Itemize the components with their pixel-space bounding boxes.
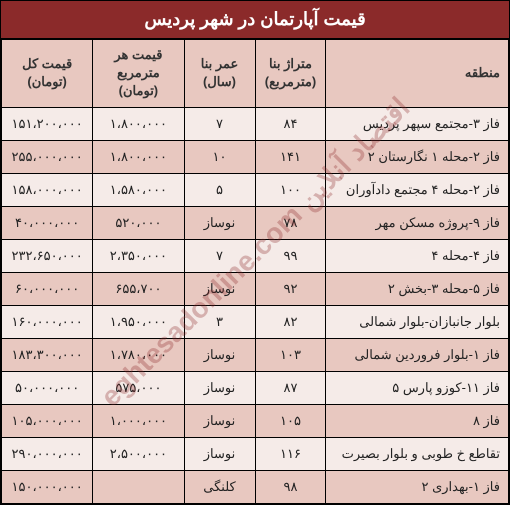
header-age: عمر بنا(سال) bbox=[184, 40, 255, 108]
cell-total: ۲۳۲،۶۵۰،۰۰۰ bbox=[2, 239, 93, 272]
cell-region: فاز ۴-محله ۴ bbox=[326, 239, 509, 272]
header-region: منطقه bbox=[326, 40, 509, 108]
table-body: فاز ۳-مجتمع سپهر پردیس۸۴۷۱،۸۰۰،۰۰۰۱۵۱،۲۰… bbox=[2, 107, 509, 503]
table-row: تقاطع خ طوبی و بلوار بصیرت۱۱۶نوساز۲،۵۰۰،… bbox=[2, 437, 509, 470]
cell-age: ۳ bbox=[184, 305, 255, 338]
cell-region: فاز ۱۱-کوزو پارس ۵ bbox=[326, 371, 509, 404]
cell-region: بلوار جانبازان-بلوار شمالی bbox=[326, 305, 509, 338]
table-row: فاز ۱-بهداری ۲۹۸کلنگی ۱۵۰،۰۰۰،۰۰۰ bbox=[2, 470, 509, 503]
cell-area: ۱۰۳ bbox=[255, 338, 326, 371]
table-row: فاز ۹-پروژه مسکن مهر۷۸نوساز۵۲۰،۰۰۰۴۰،۰۰۰… bbox=[2, 206, 509, 239]
table-title: قیمت آپارتمان در شهر پردیس bbox=[1, 1, 509, 39]
header-ppsm: قیمت هر مترمربع(تومان) bbox=[93, 40, 184, 108]
cell-region: فاز ۱-بهداری ۲ bbox=[326, 470, 509, 503]
cell-region: فاز ۵-محله ۳-بخش ۲ bbox=[326, 272, 509, 305]
cell-area: ۱۰۵ bbox=[255, 404, 326, 437]
cell-region: فاز ۱-بلوار فروردین شمالی bbox=[326, 338, 509, 371]
cell-age: ۷ bbox=[184, 107, 255, 140]
cell-ppsm: ۱،۰۰۰،۰۰۰ bbox=[93, 404, 184, 437]
cell-ppsm bbox=[93, 470, 184, 503]
cell-total: ۱۵۱،۲۰۰،۰۰۰ bbox=[2, 107, 93, 140]
table-row: فاز ۸۱۰۵نوساز۱،۰۰۰،۰۰۰۱۰۵،۰۰۰،۰۰۰ bbox=[2, 404, 509, 437]
table-row: فاز ۲-محله ۴ مجتمع دادآوران۱۰۰۵۱،۵۸۰،۰۰۰… bbox=[2, 173, 509, 206]
cell-region: فاز ۲-محله ۴ مجتمع دادآوران bbox=[326, 173, 509, 206]
cell-area: ۸۴ bbox=[255, 107, 326, 140]
cell-total: ۶۰،۰۰۰،۰۰۰ bbox=[2, 272, 93, 305]
cell-area: ۸۲ bbox=[255, 305, 326, 338]
cell-age: کلنگی bbox=[184, 470, 255, 503]
cell-age: نوساز bbox=[184, 371, 255, 404]
cell-ppsm: ۲،۳۵۰،۰۰۰ bbox=[93, 239, 184, 272]
cell-area: ۹۲ bbox=[255, 272, 326, 305]
cell-ppsm: ۱،۵۸۰،۰۰۰ bbox=[93, 173, 184, 206]
table-row: فاز ۴-محله ۴۹۹۷۲،۳۵۰،۰۰۰۲۳۲،۶۵۰،۰۰۰ bbox=[2, 239, 509, 272]
table-row: فاز ۱۱-کوزو پارس ۵۸۷نوساز۵۷۵،۰۰۰۵۰،۰۰۰،۰… bbox=[2, 371, 509, 404]
header-row: منطقه متراژ بنا(مترمربع) عمر بنا(سال) قی… bbox=[2, 40, 509, 108]
cell-region: تقاطع خ طوبی و بلوار بصیرت bbox=[326, 437, 509, 470]
price-table: منطقه متراژ بنا(مترمربع) عمر بنا(سال) قی… bbox=[1, 39, 509, 504]
table-row: فاز ۵-محله ۳-بخش ۲۹۲نوساز۶۵۵،۷۰۰۶۰،۰۰۰،۰… bbox=[2, 272, 509, 305]
cell-ppsm: ۱،۹۵۰،۰۰۰ bbox=[93, 305, 184, 338]
cell-age: نوساز bbox=[184, 404, 255, 437]
cell-total: ۱۵۰،۰۰۰،۰۰۰ bbox=[2, 470, 93, 503]
cell-total: ۲۹۰،۰۰۰،۰۰۰ bbox=[2, 437, 93, 470]
cell-total: ۱۸۳،۳۰۰،۰۰۰ bbox=[2, 338, 93, 371]
cell-region: فاز ۳-مجتمع سپهر پردیس bbox=[326, 107, 509, 140]
cell-age: نوساز bbox=[184, 272, 255, 305]
cell-ppsm: ۱،۸۰۰،۰۰۰ bbox=[93, 107, 184, 140]
cell-total: ۱۰۵،۰۰۰،۰۰۰ bbox=[2, 404, 93, 437]
cell-ppsm: ۱،۷۸۰،۰۰۰ bbox=[93, 338, 184, 371]
cell-total: ۱۵۸،۰۰۰،۰۰۰ bbox=[2, 173, 93, 206]
cell-area: ۷۸ bbox=[255, 206, 326, 239]
cell-area: ۱۱۶ bbox=[255, 437, 326, 470]
table-row: فاز ۱-بلوار فروردین شمالی۱۰۳نوساز۱،۷۸۰،۰… bbox=[2, 338, 509, 371]
cell-area: ۸۷ bbox=[255, 371, 326, 404]
header-area: متراژ بنا(مترمربع) bbox=[255, 40, 326, 108]
cell-age: ۱۰ bbox=[184, 140, 255, 173]
cell-age: ۵ bbox=[184, 173, 255, 206]
cell-age: نوساز bbox=[184, 437, 255, 470]
cell-area: ۹۹ bbox=[255, 239, 326, 272]
cell-area: ۱۴۱ bbox=[255, 140, 326, 173]
cell-ppsm: ۶۵۵،۷۰۰ bbox=[93, 272, 184, 305]
table-row: بلوار جانبازان-بلوار شمالی۸۲۳۱،۹۵۰،۰۰۰۱۶… bbox=[2, 305, 509, 338]
cell-region: فاز ۸ bbox=[326, 404, 509, 437]
cell-region: فاز ۲-محله ۱ نگارستان ۲ bbox=[326, 140, 509, 173]
cell-region: فاز ۹-پروژه مسکن مهر bbox=[326, 206, 509, 239]
table-row: فاز ۲-محله ۱ نگارستان ۲۱۴۱۱۰۱،۸۰۰،۰۰۰۲۵۵… bbox=[2, 140, 509, 173]
cell-total: ۱۶۰،۰۰۰،۰۰۰ bbox=[2, 305, 93, 338]
cell-ppsm: ۵۷۵،۰۰۰ bbox=[93, 371, 184, 404]
cell-total: ۲۵۵،۰۰۰،۰۰۰ bbox=[2, 140, 93, 173]
cell-area: ۱۰۰ bbox=[255, 173, 326, 206]
cell-age: نوساز bbox=[184, 206, 255, 239]
cell-total: ۴۰،۰۰۰،۰۰۰ bbox=[2, 206, 93, 239]
cell-area: ۹۸ bbox=[255, 470, 326, 503]
cell-age: ۷ bbox=[184, 239, 255, 272]
cell-ppsm: ۱،۸۰۰،۰۰۰ bbox=[93, 140, 184, 173]
header-total: قیمت کل (تومان) bbox=[2, 40, 93, 108]
price-table-container: قیمت آپارتمان در شهر پردیس منطقه متراژ ب… bbox=[0, 0, 510, 505]
cell-total: ۵۰،۰۰۰،۰۰۰ bbox=[2, 371, 93, 404]
cell-ppsm: ۲،۵۰۰،۰۰۰ bbox=[93, 437, 184, 470]
table-row: فاز ۳-مجتمع سپهر پردیس۸۴۷۱،۸۰۰،۰۰۰۱۵۱،۲۰… bbox=[2, 107, 509, 140]
cell-ppsm: ۵۲۰،۰۰۰ bbox=[93, 206, 184, 239]
cell-age: نوساز bbox=[184, 338, 255, 371]
